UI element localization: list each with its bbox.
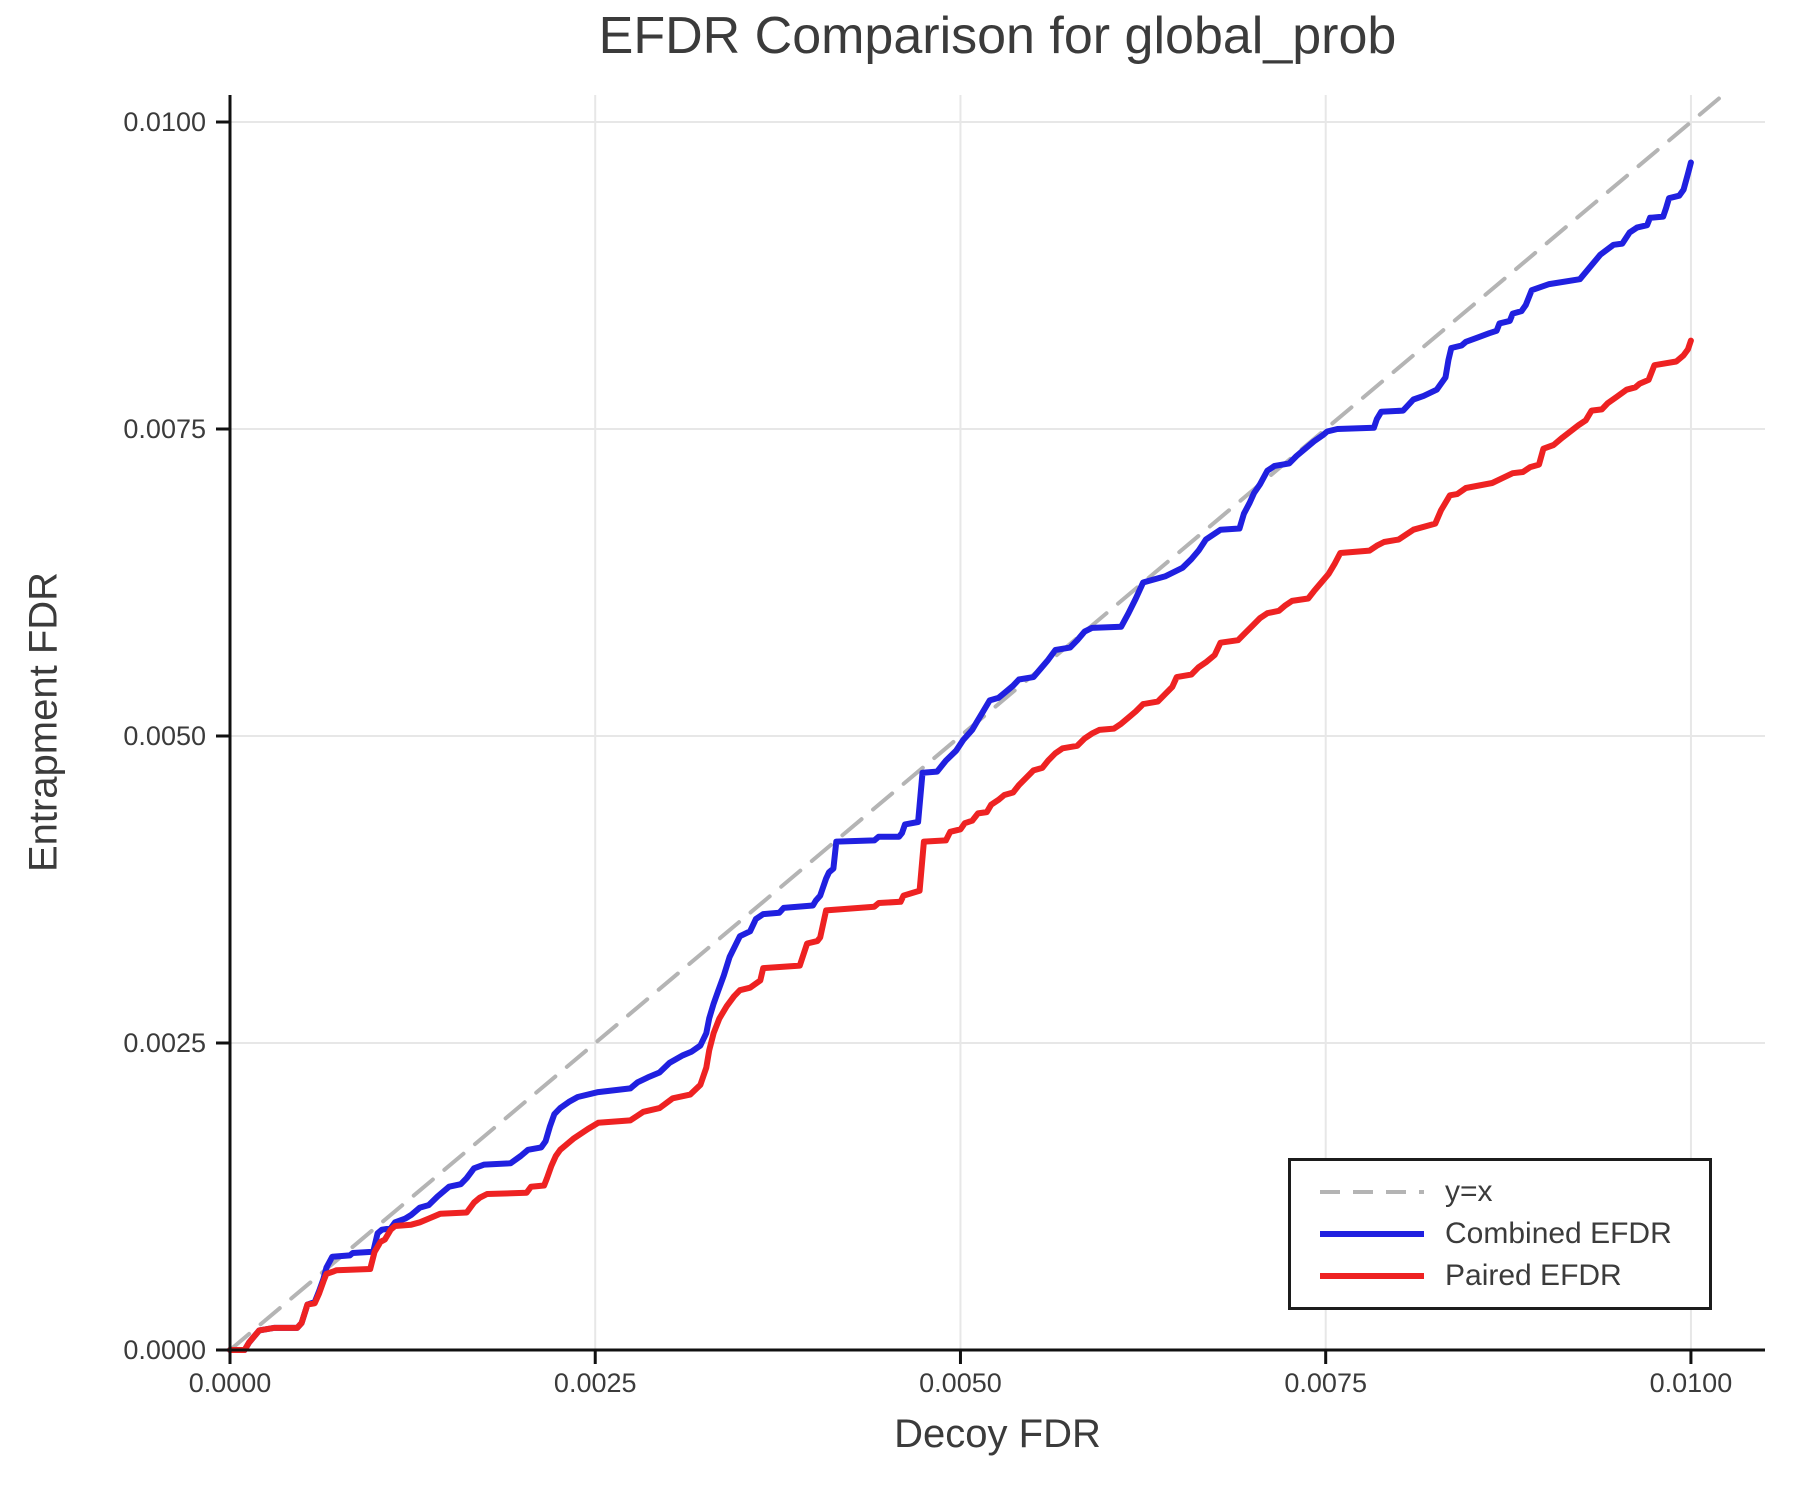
legend-line-sample-yx xyxy=(1320,1190,1424,1194)
series-combined-efdr xyxy=(227,159,1694,1353)
legend-label: Paired EFDR xyxy=(1445,1259,1622,1292)
y-tick-label: 0.0100 xyxy=(123,107,206,137)
x-tick-label: 0.0075 xyxy=(1284,1368,1367,1398)
y-tick-label: 0.0050 xyxy=(123,721,206,751)
y-tick-label: 0.0025 xyxy=(123,1028,206,1058)
y-tick-label: 0.0000 xyxy=(123,1335,206,1365)
legend: y=x Combined EFDR Paired EFDR xyxy=(1288,1158,1712,1310)
x-tick-label: 0.0100 xyxy=(1650,1368,1733,1398)
legend-row: Paired EFDR xyxy=(1317,1256,1709,1296)
y-axis-title: Entrapment FDR xyxy=(21,571,66,873)
y-tick-label: 0.0075 xyxy=(123,414,206,444)
legend-line-sample-paired xyxy=(1320,1273,1424,1279)
x-tick-label: 0.0025 xyxy=(554,1368,637,1398)
legend-row: Combined EFDR xyxy=(1317,1214,1709,1254)
legend-row: y=x xyxy=(1317,1172,1709,1212)
x-axis-title: Decoy FDR xyxy=(894,1412,1101,1456)
series-paired-efdr xyxy=(227,337,1694,1353)
chart-title: EFDR Comparison for global_prob xyxy=(598,7,1397,65)
legend-line-sample-combined xyxy=(1320,1231,1424,1237)
legend-label: Combined EFDR xyxy=(1445,1217,1672,1250)
x-tick-label: 0.0000 xyxy=(189,1368,272,1398)
legend-label: y=x xyxy=(1445,1175,1493,1208)
x-tick-label: 0.0050 xyxy=(919,1368,1002,1398)
